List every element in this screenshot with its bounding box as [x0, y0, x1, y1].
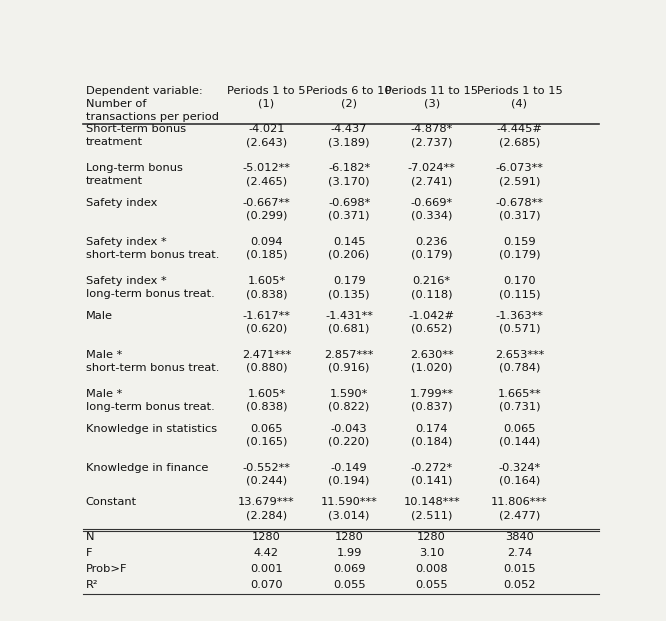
Text: 4.42: 4.42 [254, 548, 279, 558]
Text: Prob>F: Prob>F [86, 564, 127, 574]
Text: 2.653***
(0.784): 2.653*** (0.784) [495, 350, 544, 373]
Text: -0.043
(0.220): -0.043 (0.220) [328, 424, 370, 446]
Text: Male: Male [86, 310, 113, 320]
Text: -0.678**
(0.317): -0.678** (0.317) [496, 198, 543, 220]
Text: -0.669*
(0.334): -0.669* (0.334) [410, 198, 453, 220]
Text: Long-term bonus
treatment: Long-term bonus treatment [86, 163, 182, 186]
Text: Periods 11 to 15
(3): Periods 11 to 15 (3) [385, 86, 478, 109]
Text: Knowledge in finance: Knowledge in finance [86, 463, 208, 473]
Text: -1.617**
(0.620): -1.617** (0.620) [242, 310, 290, 333]
Text: 2.630**
(1.020): 2.630** (1.020) [410, 350, 454, 373]
Text: Male *
short-term bonus treat.: Male * short-term bonus treat. [86, 350, 219, 373]
Text: 1280: 1280 [334, 532, 364, 542]
Text: 1.665**
(0.731): 1.665** (0.731) [498, 389, 541, 412]
Text: 1280: 1280 [417, 532, 446, 542]
Text: -1.363**
(0.571): -1.363** (0.571) [496, 310, 543, 333]
Text: 0.008: 0.008 [416, 564, 448, 574]
Text: 0.179
(0.135): 0.179 (0.135) [328, 276, 370, 299]
Text: -0.667**
(0.299): -0.667** (0.299) [242, 198, 290, 220]
Text: Safety index *
long-term bonus treat.: Safety index * long-term bonus treat. [86, 276, 214, 299]
Text: 11.806***
(2.477): 11.806*** (2.477) [491, 497, 547, 520]
Text: 0.052: 0.052 [503, 581, 535, 591]
Text: 0.170
(0.115): 0.170 (0.115) [499, 276, 540, 299]
Text: F: F [86, 548, 93, 558]
Text: 0.236
(0.179): 0.236 (0.179) [411, 237, 452, 260]
Text: 3840: 3840 [505, 532, 534, 542]
Text: -4.021
(2.643): -4.021 (2.643) [246, 124, 287, 147]
Text: 0.070: 0.070 [250, 581, 283, 591]
Text: 1.799**
(0.837): 1.799** (0.837) [410, 389, 454, 412]
Text: -0.552**
(0.244): -0.552** (0.244) [242, 463, 290, 486]
Text: 0.069: 0.069 [333, 564, 366, 574]
Text: -1.431**
(0.681): -1.431** (0.681) [325, 310, 373, 333]
Text: 0.065
(0.144): 0.065 (0.144) [499, 424, 540, 446]
Text: 1.590*
(0.822): 1.590* (0.822) [328, 389, 370, 412]
Text: 11.590***
(3.014): 11.590*** (3.014) [321, 497, 378, 520]
Text: 0.015: 0.015 [503, 564, 535, 574]
Text: -4.437
(3.189): -4.437 (3.189) [328, 124, 370, 147]
Text: 3.10: 3.10 [419, 548, 444, 558]
Text: Dependent variable:
Number of
transactions per period: Dependent variable: Number of transactio… [86, 86, 219, 122]
Text: -1.042#
(0.652): -1.042# (0.652) [409, 310, 455, 333]
Text: -0.324*
(0.164): -0.324* (0.164) [498, 463, 541, 486]
Text: 2.471***
(0.880): 2.471*** (0.880) [242, 350, 291, 373]
Text: 13.679***
(2.284): 13.679*** (2.284) [238, 497, 295, 520]
Text: -0.149
(0.194): -0.149 (0.194) [328, 463, 370, 486]
Text: 0.216*
(0.118): 0.216* (0.118) [411, 276, 452, 299]
Text: -0.272*
(0.141): -0.272* (0.141) [410, 463, 453, 486]
Text: 10.148***
(2.511): 10.148*** (2.511) [404, 497, 460, 520]
Text: 0.055: 0.055 [416, 581, 448, 591]
Text: Safety index *
short-term bonus treat.: Safety index * short-term bonus treat. [86, 237, 219, 260]
Text: Short-term bonus
treatment: Short-term bonus treatment [86, 124, 186, 147]
Text: 0.174
(0.184): 0.174 (0.184) [411, 424, 452, 446]
Text: 0.001: 0.001 [250, 564, 283, 574]
Text: R²: R² [86, 581, 99, 591]
Text: 0.145
(0.206): 0.145 (0.206) [328, 237, 370, 260]
Text: 0.094
(0.185): 0.094 (0.185) [246, 237, 287, 260]
Text: -6.073**
(2.591): -6.073** (2.591) [496, 163, 543, 186]
Text: Periods 1 to 15
(4): Periods 1 to 15 (4) [476, 86, 562, 109]
Text: 1.605*
(0.838): 1.605* (0.838) [246, 276, 287, 299]
Text: 1280: 1280 [252, 532, 281, 542]
Text: 0.065
(0.165): 0.065 (0.165) [246, 424, 287, 446]
Text: Periods 6 to 10
(2): Periods 6 to 10 (2) [306, 86, 392, 109]
Text: 0.159
(0.179): 0.159 (0.179) [499, 237, 540, 260]
Text: 0.055: 0.055 [333, 581, 366, 591]
Text: -4.445#
(2.685): -4.445# (2.685) [496, 124, 542, 147]
Text: Constant: Constant [86, 497, 137, 507]
Text: Periods 1 to 5
(1): Periods 1 to 5 (1) [227, 86, 306, 109]
Text: -4.878*
(2.737): -4.878* (2.737) [410, 124, 453, 147]
Text: Male *
long-term bonus treat.: Male * long-term bonus treat. [86, 389, 214, 412]
Text: Knowledge in statistics: Knowledge in statistics [86, 424, 217, 433]
Text: 1.99: 1.99 [336, 548, 362, 558]
Text: Safety index: Safety index [86, 198, 157, 208]
Text: -0.698*
(0.371): -0.698* (0.371) [328, 198, 370, 220]
Text: 2.857***
(0.916): 2.857*** (0.916) [324, 350, 374, 373]
Text: 1.605*
(0.838): 1.605* (0.838) [246, 389, 287, 412]
Text: -5.012**
(2.465): -5.012** (2.465) [242, 163, 290, 186]
Text: N: N [86, 532, 95, 542]
Text: -7.024**
(2.741): -7.024** (2.741) [408, 163, 456, 186]
Text: -6.182*
(3.170): -6.182* (3.170) [328, 163, 370, 186]
Text: 2.74: 2.74 [507, 548, 532, 558]
